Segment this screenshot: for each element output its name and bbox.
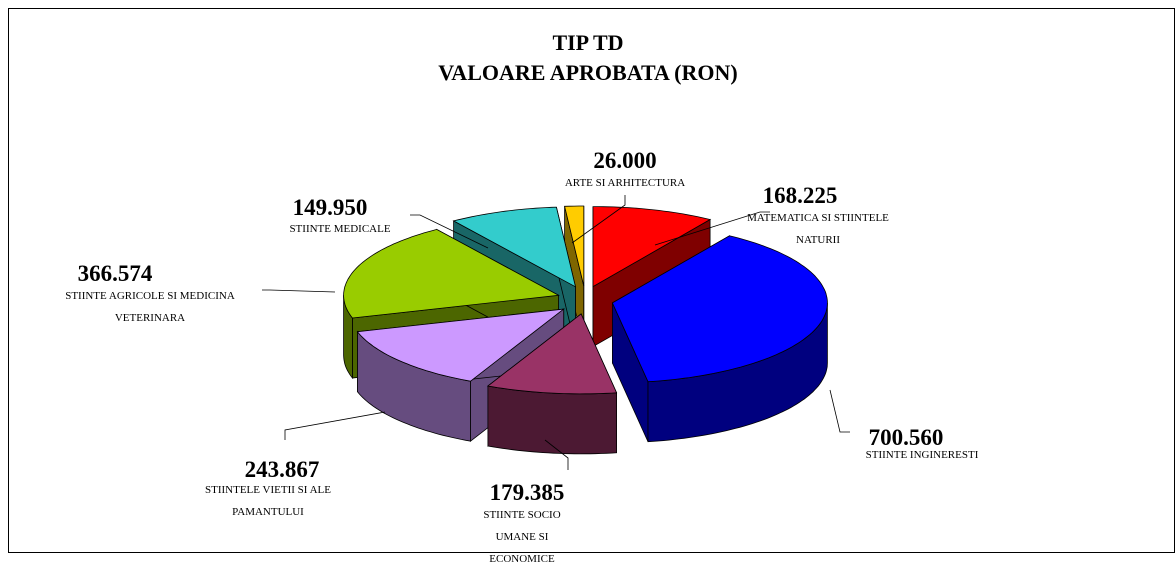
data-label: 366.574 [77, 261, 153, 286]
category-label: STIINTE AGRICOLE SI MEDICINA VETERINARA [65, 290, 235, 324]
leader-line [410, 214, 489, 249]
slice-top [452, 206, 577, 288]
data-label: 243.867 [244, 457, 320, 482]
leader-line [544, 439, 569, 470]
category-label: STIINTE INGINERESTI [865, 449, 979, 461]
data-label: 700.560 [868, 425, 944, 450]
leader-line [262, 289, 336, 293]
chart-title: TIP TD [552, 30, 624, 55]
category-label: MATEMATICA SI STIINTELE NATURII [747, 212, 889, 246]
category-label: STIINTELE VIETII SI ALE PAMANTULUI [205, 484, 331, 518]
slice-top [356, 308, 566, 382]
category-label: STIINTE MEDICALE [289, 223, 391, 235]
data-label: 149.950 [292, 195, 368, 220]
category-label: STIINTE SOCIO UMANE SI ECONOMICE [483, 509, 561, 565]
slice-top [592, 206, 712, 288]
slice-top [343, 228, 560, 319]
pie-slice [486, 313, 618, 455]
slice-top [611, 235, 828, 383]
data-label: 179.385 [489, 480, 565, 505]
category-label: ARTE SI ARHITECTURA [564, 177, 686, 189]
leader-line [571, 195, 626, 244]
pie-slice [611, 235, 828, 443]
data-label: 168.225 [762, 183, 838, 208]
leader-line [829, 389, 850, 433]
slice-outer-wall [487, 385, 617, 455]
chart-frame [8, 8, 1175, 553]
leader-line [654, 211, 770, 246]
slice-top [564, 205, 585, 287]
slice-top [486, 313, 618, 395]
data-label: 26.000 [593, 148, 657, 173]
leader-line [284, 411, 386, 440]
chart-subtitle: VALOARE APROBATA (RON) [438, 60, 738, 85]
